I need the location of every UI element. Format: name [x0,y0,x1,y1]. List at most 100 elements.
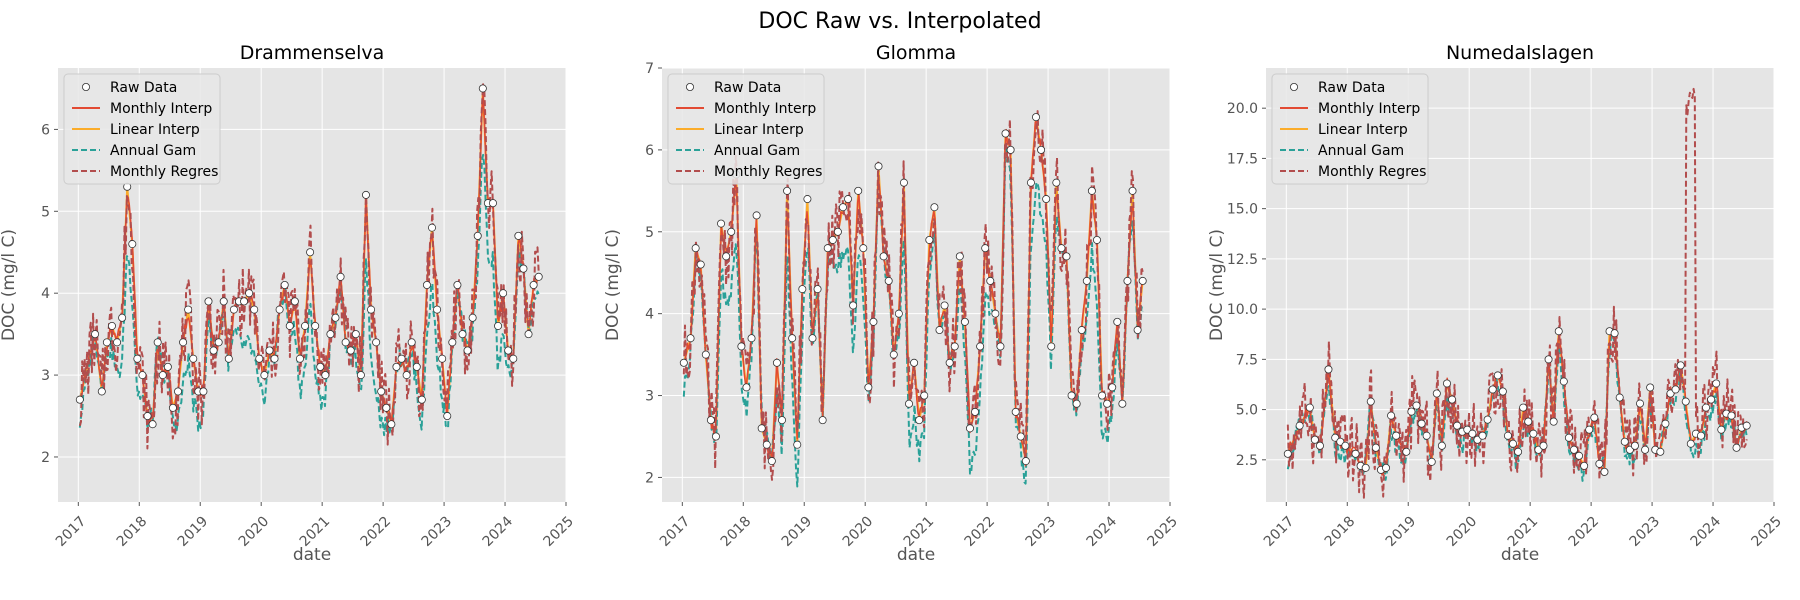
raw-data-point [321,371,330,380]
raw-data-point [1529,429,1538,438]
raw-data-point [285,321,294,330]
legend-marker [1290,83,1299,92]
raw-data-point [224,354,233,363]
raw-data-point [833,227,842,236]
raw-data-point [1453,421,1462,430]
raw-data-point [1103,399,1112,408]
raw-data-point [118,313,127,322]
y-tick-label: 20.0 [1227,101,1258,117]
y-tick-label: 5 [41,204,50,220]
raw-data-point [1448,395,1457,404]
raw-data-point [133,354,142,363]
raw-data-point [1585,425,1594,434]
raw-data-point [1671,385,1680,394]
raw-data-point [854,186,863,195]
x-axis-label: date [897,545,935,565]
raw-data-point [529,280,538,289]
raw-data-point [986,276,995,285]
raw-data-point [1686,439,1695,448]
legend-label: Annual Gam [110,143,196,159]
raw-data-point [1295,421,1304,430]
panels: 2017 2018 2019 2020 2021 2022 2023 2024 20252345… [0,42,1785,565]
raw-data-point [494,321,503,330]
legend-entry-monthly-interp: Monthly Interp [1280,101,1420,117]
raw-data-point [443,412,452,421]
raw-data-point [250,305,259,314]
raw-data-point [1042,195,1051,204]
legend-label: Monthly Regres [1318,164,1426,180]
raw-data-point [265,346,274,355]
raw-data-point [397,354,406,363]
x-tick-label: 2020 [236,513,273,550]
y-tick-label: 10.0 [1227,302,1258,318]
raw-data-point [91,330,100,339]
raw-data-point [138,371,147,380]
raw-data-point [372,338,381,347]
raw-data-point [1412,401,1421,410]
raw-data-point [1092,235,1101,244]
raw-data-point [148,420,157,429]
raw-data-point [808,334,817,343]
legend-label: Monthly Regres [714,164,822,180]
raw-data-point [295,354,304,363]
raw-data-point [717,219,726,228]
raw-data-point [1387,411,1396,420]
raw-data-point [1382,463,1391,472]
y-axis-label: DOC (mg/l C) [603,229,623,341]
raw-data-point [823,244,832,253]
x-tick-label: 2022 [962,513,999,550]
legend-label: Linear Interp [1318,122,1408,138]
legend-entry-monthly-regres: Monthly Regres [676,164,822,180]
raw-data-point [1067,391,1076,400]
raw-data-point [1371,443,1380,452]
raw-data-point [168,403,177,412]
legend: Raw Data Monthly Interp Linear Interp Annua… [63,73,221,185]
x-tick-label: 2019 [1383,513,1420,550]
raw-data-point [727,227,736,236]
raw-data-point [113,338,122,347]
raw-data-point [1113,317,1122,326]
raw-data-point [504,346,513,355]
panel-title: Numedalslagen [1446,42,1594,64]
raw-data-point [1590,413,1599,422]
legend-box [63,73,221,185]
x-tick-label: 2023 [1627,513,1664,550]
raw-data-point [772,358,781,367]
x-tick-label: 2018 [1322,513,1359,550]
raw-data-point [767,457,776,466]
panel-3: 2017 2018 2019 2020 2021 2022 2023 2024 20252.55… [1207,42,1785,565]
legend-entry-linear-interp: Linear Interp [1280,122,1408,138]
raw-data-point [691,244,700,253]
legend-label: Monthly Regres [110,164,218,180]
raw-data-point [762,440,771,449]
raw-data-point [1595,459,1604,468]
raw-data-point [1681,397,1690,406]
raw-data-point [879,252,888,261]
raw-data-point [128,240,137,249]
raw-data-point [788,334,797,343]
raw-data-point [955,252,964,261]
y-axis-label: DOC (mg/l C) [1207,229,1227,341]
raw-data-point [1727,411,1736,420]
legend-marker [686,83,695,92]
y-tick-label: 3 [41,368,50,384]
y-tick-label: 15.0 [1227,202,1258,218]
raw-data-point [1696,431,1705,440]
raw-data-point [204,297,213,306]
raw-data-point [1366,397,1375,406]
x-tick-label: 2025 [541,513,578,550]
panel-title: Drammenselva [240,42,385,64]
raw-data-point [971,407,980,416]
raw-data-point [478,84,487,93]
legend-entry-annual-gam: Annual Gam [1280,143,1404,159]
legend-label: Linear Interp [714,122,804,138]
raw-data-point [1509,439,1518,448]
raw-data-point [874,162,883,171]
raw-data-point [107,321,116,330]
raw-data-point [1062,252,1071,261]
y-tick-label: 2 [41,450,50,466]
raw-data-point [1656,447,1665,456]
raw-data-point [849,301,858,310]
raw-data-point [1503,431,1512,440]
x-tick-label: 2024 [480,513,517,550]
